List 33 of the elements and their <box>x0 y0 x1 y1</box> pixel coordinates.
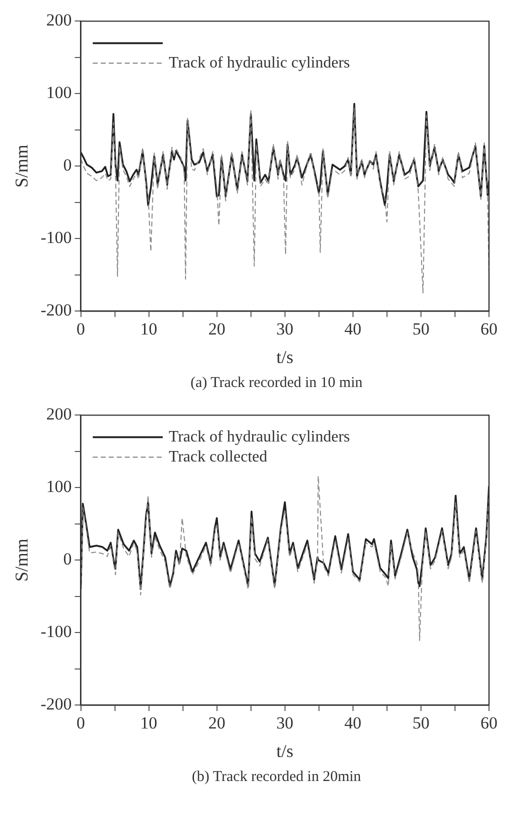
y-tick-label: 0 <box>63 156 72 175</box>
x-tick-label: 50 <box>412 320 430 339</box>
y-tick-label: -100 <box>40 228 72 248</box>
y-tick-label: -200 <box>40 694 72 714</box>
x-tick-label: 0 <box>76 320 86 339</box>
y-tick-label: 100 <box>46 477 72 496</box>
x-tick-label: 20 <box>208 320 226 339</box>
y-tick-label: -100 <box>40 622 72 642</box>
legend-label: Track of hydraulic cylinders <box>168 428 350 446</box>
x-tick-label: 20 <box>208 714 226 733</box>
y-tick-label: 200 <box>46 10 72 30</box>
x-axis-title: t/s <box>276 740 294 761</box>
x-tick-label: 10 <box>140 714 158 733</box>
x-axis-title: t/s <box>276 346 294 367</box>
x-tick-label: 60 <box>480 714 498 733</box>
x-tick-label: 10 <box>140 320 158 339</box>
x-tick-label: 60 <box>480 320 498 339</box>
text: (b) Track recorded in 20min <box>190 768 362 787</box>
y-tick-label: 200 <box>46 404 72 424</box>
y-tick-label: -200 <box>40 300 72 320</box>
x-tick-label: 50 <box>412 714 430 733</box>
x-tick-label: 30 <box>276 714 294 733</box>
y-tick-label: 0 <box>63 550 72 569</box>
y-axis-title: S/mm <box>12 144 32 188</box>
legend-label: Track of hydraulic cylinders <box>168 54 350 72</box>
y-axis-title: S/mm <box>12 538 32 582</box>
x-tick-label: 30 <box>276 320 294 339</box>
x-tick-label: 40 <box>344 320 362 339</box>
x-tick-label: 0 <box>76 714 86 733</box>
text: (a) Track recorded in 10 min <box>189 374 364 393</box>
x-tick-label: 40 <box>344 714 362 733</box>
y-tick-label: 100 <box>46 83 72 102</box>
legend-label: Track collected <box>168 448 268 466</box>
